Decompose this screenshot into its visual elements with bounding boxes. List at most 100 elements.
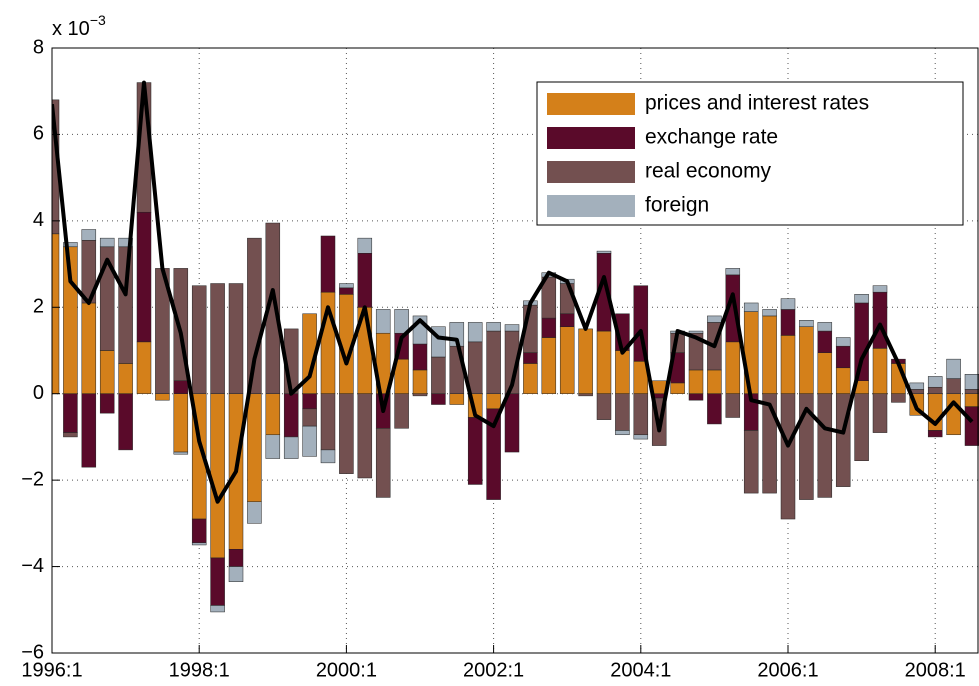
bar bbox=[247, 237, 262, 394]
bar bbox=[817, 322, 833, 332]
bar bbox=[946, 358, 961, 379]
bar bbox=[946, 393, 961, 436]
bar bbox=[375, 309, 391, 334]
bar bbox=[817, 393, 833, 498]
axes: −6 −4 −2 0 2 4 6 8 1996:1 1998:1 2000:1 2002:1 2004:… bbox=[21, 36, 966, 681]
bar bbox=[63, 432, 78, 438]
bar bbox=[964, 374, 979, 390]
x-tick-label: 2008:1 bbox=[905, 659, 966, 681]
bar bbox=[743, 302, 759, 312]
bar bbox=[688, 369, 704, 394]
bar bbox=[578, 393, 593, 397]
bar bbox=[762, 309, 777, 317]
bar bbox=[63, 242, 78, 248]
bar bbox=[467, 322, 483, 343]
bar bbox=[283, 436, 299, 459]
bar bbox=[835, 367, 851, 394]
bar bbox=[173, 393, 189, 453]
bar bbox=[173, 451, 189, 455]
y-tick-label: −2 bbox=[21, 468, 44, 490]
bar bbox=[927, 376, 943, 388]
bar bbox=[155, 393, 170, 401]
bar bbox=[339, 283, 354, 289]
bar bbox=[210, 605, 225, 613]
bar bbox=[817, 352, 833, 394]
bar bbox=[302, 425, 317, 457]
bar bbox=[854, 302, 869, 382]
y-tick-label: 4 bbox=[33, 209, 44, 231]
bar bbox=[265, 434, 281, 459]
bar bbox=[596, 393, 612, 420]
y-tick-label: −6 bbox=[21, 641, 44, 663]
bar bbox=[504, 324, 520, 332]
bar bbox=[486, 393, 501, 410]
bar bbox=[799, 320, 814, 327]
legend: prices and interest rates exchange rate re… bbox=[536, 81, 964, 226]
bar bbox=[615, 393, 630, 431]
bar bbox=[688, 330, 704, 334]
bar bbox=[964, 406, 979, 446]
x-tick-label: 2004:1 bbox=[610, 659, 671, 681]
bar bbox=[449, 393, 465, 405]
y-multiplier-base: x 10 bbox=[52, 18, 90, 40]
bar bbox=[835, 345, 851, 369]
bar bbox=[725, 341, 741, 394]
bars bbox=[52, 82, 979, 613]
bar bbox=[63, 393, 78, 433]
bar bbox=[486, 322, 501, 332]
y-tick-label: −4 bbox=[21, 555, 44, 577]
bar bbox=[541, 337, 557, 394]
bar bbox=[964, 393, 979, 407]
legend-swatch bbox=[547, 161, 635, 183]
bar bbox=[320, 449, 336, 464]
bar bbox=[173, 380, 189, 394]
bar bbox=[412, 343, 428, 371]
bar bbox=[615, 350, 630, 394]
bar bbox=[872, 348, 888, 394]
x-tick-label: 1998:1 bbox=[169, 659, 230, 681]
bar bbox=[504, 393, 520, 453]
legend-label: prices and interest rates bbox=[645, 92, 869, 115]
bar bbox=[559, 326, 575, 394]
x-tick-label: 2000:1 bbox=[316, 659, 377, 681]
bar bbox=[247, 501, 262, 524]
bar bbox=[872, 285, 888, 293]
bar bbox=[559, 313, 575, 327]
bar bbox=[191, 518, 207, 544]
y-tick-label: 8 bbox=[33, 36, 44, 58]
bar bbox=[854, 393, 869, 461]
bar bbox=[523, 363, 538, 394]
bar bbox=[780, 393, 796, 520]
bar bbox=[964, 389, 979, 394]
bar bbox=[99, 393, 115, 414]
bar bbox=[909, 382, 925, 390]
bar bbox=[118, 393, 133, 451]
bar bbox=[799, 326, 814, 394]
bar bbox=[228, 566, 244, 582]
plot-frame bbox=[51, 47, 979, 654]
bar bbox=[891, 393, 906, 403]
bar bbox=[743, 430, 759, 494]
bar bbox=[780, 309, 796, 336]
legend-swatch bbox=[547, 195, 635, 217]
bar bbox=[52, 233, 60, 394]
bar bbox=[339, 287, 354, 295]
bar bbox=[707, 393, 722, 425]
bar bbox=[99, 237, 115, 248]
bar bbox=[81, 229, 97, 241]
bar bbox=[541, 317, 557, 338]
bar bbox=[762, 393, 777, 494]
bar bbox=[780, 298, 796, 310]
bar bbox=[283, 393, 299, 438]
bar bbox=[302, 393, 317, 410]
legend-label: exchange rate bbox=[645, 126, 778, 149]
bar bbox=[688, 393, 704, 401]
legend-label: real economy bbox=[645, 160, 772, 183]
bar bbox=[927, 430, 943, 438]
bar bbox=[523, 352, 538, 364]
bar bbox=[633, 393, 649, 436]
bar bbox=[228, 549, 244, 567]
bar bbox=[780, 335, 796, 394]
bar bbox=[394, 309, 409, 334]
bar bbox=[136, 341, 152, 394]
